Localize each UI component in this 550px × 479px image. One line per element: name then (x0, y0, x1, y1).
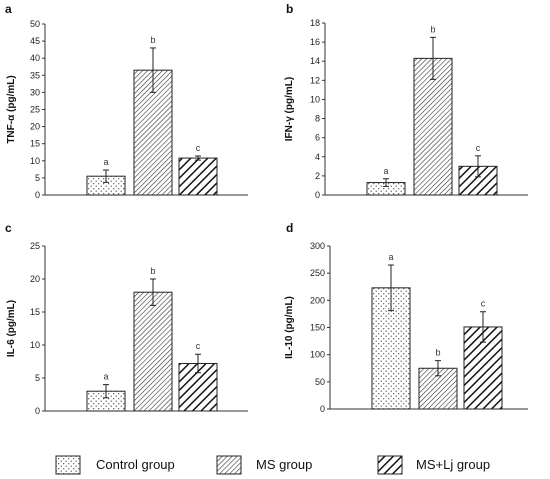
y-tick-label: 8 (315, 114, 320, 124)
y-axis-label: IL-6 (pg/mL) (6, 300, 17, 357)
significance-label: c (476, 143, 481, 153)
y-tick-label: 0 (315, 190, 320, 200)
y-axis-label: IL-10 (pg/mL) (284, 296, 295, 359)
y-tick-label: 20 (30, 274, 40, 284)
y-tick-label: 300 (310, 241, 325, 251)
legend-swatch (55, 455, 81, 475)
y-tick-label: 14 (310, 56, 320, 66)
bar-a-3 (178, 157, 218, 196)
legend-label: MS group (256, 457, 312, 472)
bar-d-3 (463, 326, 503, 410)
legend: Control group MS group MS+Lj group (55, 455, 490, 475)
panel-letter: c (5, 221, 12, 235)
y-tick-label: 10 (30, 340, 40, 350)
y-tick-label: 35 (30, 70, 40, 80)
y-tick-label: 18 (310, 18, 320, 28)
significance-label: b (150, 266, 155, 276)
y-tick-label: 10 (30, 156, 40, 166)
significance-label: a (383, 166, 388, 176)
bar-b-2 (413, 57, 453, 196)
legend-label: MS+Lj group (416, 457, 490, 472)
significance-label: a (103, 372, 108, 382)
chart-panel-d: d IL-10 (pg/mL) 0 50 100 150 200 250 300 a b c (284, 221, 528, 414)
y-tick-label: 200 (310, 295, 325, 305)
chart-panel-a: a TNF-α (pg/mL) 0 5 10 15 20 25 30 35 40 45 50 a b c (5, 2, 248, 200)
y-tick-label: 2 (315, 171, 320, 181)
y-tick-label: 30 (30, 87, 40, 97)
y-tick-label: 12 (310, 75, 320, 85)
y-axis-label: TNF-α (pg/mL) (6, 75, 17, 143)
y-tick-label: 20 (30, 122, 40, 132)
bar-c-2 (133, 291, 173, 412)
significance-label: b (435, 348, 440, 358)
y-tick-label: 50 (315, 377, 325, 387)
y-tick-label: 100 (310, 350, 325, 360)
significance-label: a (388, 252, 393, 262)
y-tick-label: 50 (30, 19, 40, 29)
y-tick-label: 0 (35, 190, 40, 200)
y-tick-label: 15 (30, 139, 40, 149)
y-axis-label: IFN-γ (pg/mL) (284, 77, 295, 141)
y-tick-label: 6 (315, 133, 320, 143)
y-tick-label: 25 (30, 241, 40, 251)
significance-label: a (103, 157, 108, 167)
chart-panel-b: b IFN-γ (pg/mL) 0 2 4 6 8 10 12 14 16 18 a b c (284, 2, 528, 200)
y-tick-label: 16 (310, 37, 320, 47)
significance-label: b (430, 24, 435, 34)
significance-label: b (150, 35, 155, 45)
y-tick-label: 10 (310, 94, 320, 104)
panel-letter: b (286, 2, 293, 16)
significance-label: c (196, 341, 201, 351)
legend-swatch (216, 455, 242, 475)
y-tick-label: 5 (35, 373, 40, 383)
significance-label: c (196, 143, 201, 153)
y-tick-label: 40 (30, 53, 40, 63)
y-tick-label: 4 (315, 152, 320, 162)
legend-item: MS+Lj group (377, 455, 490, 475)
panel-letter: a (5, 2, 12, 16)
panel-letter: d (286, 221, 293, 235)
legend-item: Control group (55, 455, 175, 475)
y-tick-label: 0 (35, 406, 40, 416)
y-tick-label: 15 (30, 307, 40, 317)
y-tick-label: 150 (310, 323, 325, 333)
significance-label: c (481, 299, 486, 309)
y-tick-label: 45 (30, 36, 40, 46)
legend-swatch (377, 455, 403, 475)
y-tick-label: 25 (30, 105, 40, 115)
chart-panel-c: c IL-6 (pg/mL) 0 5 10 15 20 25 a b c (5, 221, 248, 416)
legend-label: Control group (96, 457, 175, 472)
y-tick-label: 0 (320, 404, 325, 414)
y-tick-label: 250 (310, 268, 325, 278)
y-tick-label: 5 (35, 173, 40, 183)
legend-item: MS group (216, 455, 312, 475)
